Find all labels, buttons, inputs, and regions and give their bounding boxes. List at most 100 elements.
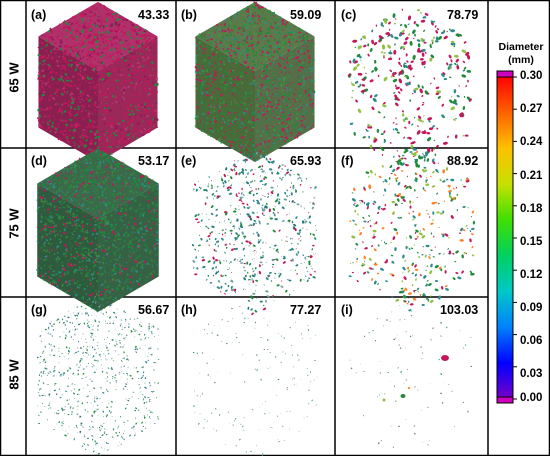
pore-mark	[381, 133, 384, 135]
pore-mark	[243, 266, 245, 268]
pore-mark	[383, 130, 386, 133]
pore-mark	[256, 193, 259, 195]
pore-mark	[415, 23, 420, 27]
pore-mark	[252, 293, 256, 295]
pore-mark	[374, 67, 377, 72]
pore-mark	[253, 258, 254, 259]
pore-mark	[273, 212, 275, 214]
pore-mark	[461, 74, 467, 79]
pore-mark	[107, 212, 109, 213]
pore-mark	[239, 306, 240, 307]
pore-mark	[254, 309, 257, 313]
pore-mark	[392, 128, 394, 130]
pore-mark	[213, 260, 216, 264]
pore-mark	[262, 184, 264, 185]
pore-mark	[247, 172, 250, 175]
pore-mark	[208, 104, 211, 106]
pore-mark	[195, 256, 197, 259]
pore-mark	[198, 250, 199, 252]
pore-mark	[413, 21, 416, 25]
pore-mark	[395, 84, 397, 87]
pore-mark	[251, 312, 254, 315]
pore-mark	[58, 126, 59, 128]
pore-mark	[258, 239, 259, 241]
pore-mark	[455, 118, 457, 119]
pore-mark	[351, 97, 353, 98]
pore-mark	[308, 262, 310, 266]
pore-mark	[197, 221, 200, 223]
pore-mark	[371, 70, 375, 74]
pore-mark	[291, 182, 293, 184]
pore-mark	[68, 222, 70, 225]
pore-mark	[279, 143, 281, 146]
colorbar	[497, 76, 513, 399]
pore-mark	[401, 110, 404, 113]
pore-mark	[296, 273, 297, 275]
pore-mark	[290, 64, 292, 67]
pore-mark	[289, 294, 290, 296]
pore-mark	[234, 208, 237, 210]
pore-mark	[211, 180, 212, 182]
pore-mark	[248, 241, 252, 245]
pore-mark	[281, 164, 284, 166]
pore-mark	[220, 291, 221, 293]
pore-mark	[414, 34, 416, 37]
pore-mark	[256, 202, 260, 205]
pore-mark	[230, 286, 233, 290]
pore-mark	[314, 186, 317, 190]
pore-mark	[225, 167, 228, 171]
pore-mark	[394, 43, 397, 46]
pore-mark	[392, 122, 394, 124]
pore-mark	[371, 29, 374, 32]
pore-mark	[289, 195, 291, 196]
pore-mark	[269, 208, 271, 212]
pore-mark	[233, 244, 235, 246]
pore-mark	[372, 97, 378, 103]
pore-mark	[414, 116, 416, 118]
pore-mark	[251, 243, 252, 245]
pore-mark	[388, 21, 392, 25]
pore-mark	[279, 177, 282, 180]
pore-mark	[295, 270, 296, 272]
pore-mark	[424, 12, 429, 16]
pore-mark	[260, 300, 264, 302]
pore-mark	[358, 73, 363, 76]
pore-mark	[257, 233, 260, 237]
pore-mark	[234, 227, 235, 228]
pore-mark	[404, 36, 409, 41]
pore-mark	[423, 42, 426, 44]
pore-mark	[300, 235, 302, 237]
pore-mark	[230, 261, 232, 262]
pore-mark	[300, 263, 302, 264]
pore-mark	[260, 175, 261, 177]
pore-mark	[262, 204, 264, 206]
pore-mark	[419, 88, 424, 94]
pore-mark	[260, 239, 262, 241]
pore-mark	[219, 171, 220, 172]
pore-mark	[377, 129, 380, 133]
pore-mark	[280, 171, 281, 172]
pore-mark	[450, 29, 455, 32]
pore-mark	[233, 258, 236, 261]
pore-mark	[367, 53, 370, 57]
pore-mark	[211, 213, 214, 215]
pore-mark	[230, 230, 233, 232]
pore-mark	[433, 36, 435, 39]
pore-mark	[350, 82, 352, 84]
pore-mark	[422, 102, 424, 104]
pore-mark	[271, 195, 272, 196]
pore-mark	[412, 93, 414, 94]
pore-mark	[223, 185, 225, 188]
pore-mark	[412, 54, 416, 60]
pore-mark	[208, 275, 209, 277]
pore-mark	[293, 201, 296, 203]
pore-mark	[462, 135, 465, 137]
pore-mark	[377, 111, 381, 114]
pore-mark	[102, 119, 104, 120]
pore-mark	[397, 131, 401, 134]
pore-mark	[213, 275, 215, 277]
pore-mark	[254, 169, 255, 170]
pore-mark	[228, 285, 230, 288]
pore-mark	[290, 170, 293, 172]
